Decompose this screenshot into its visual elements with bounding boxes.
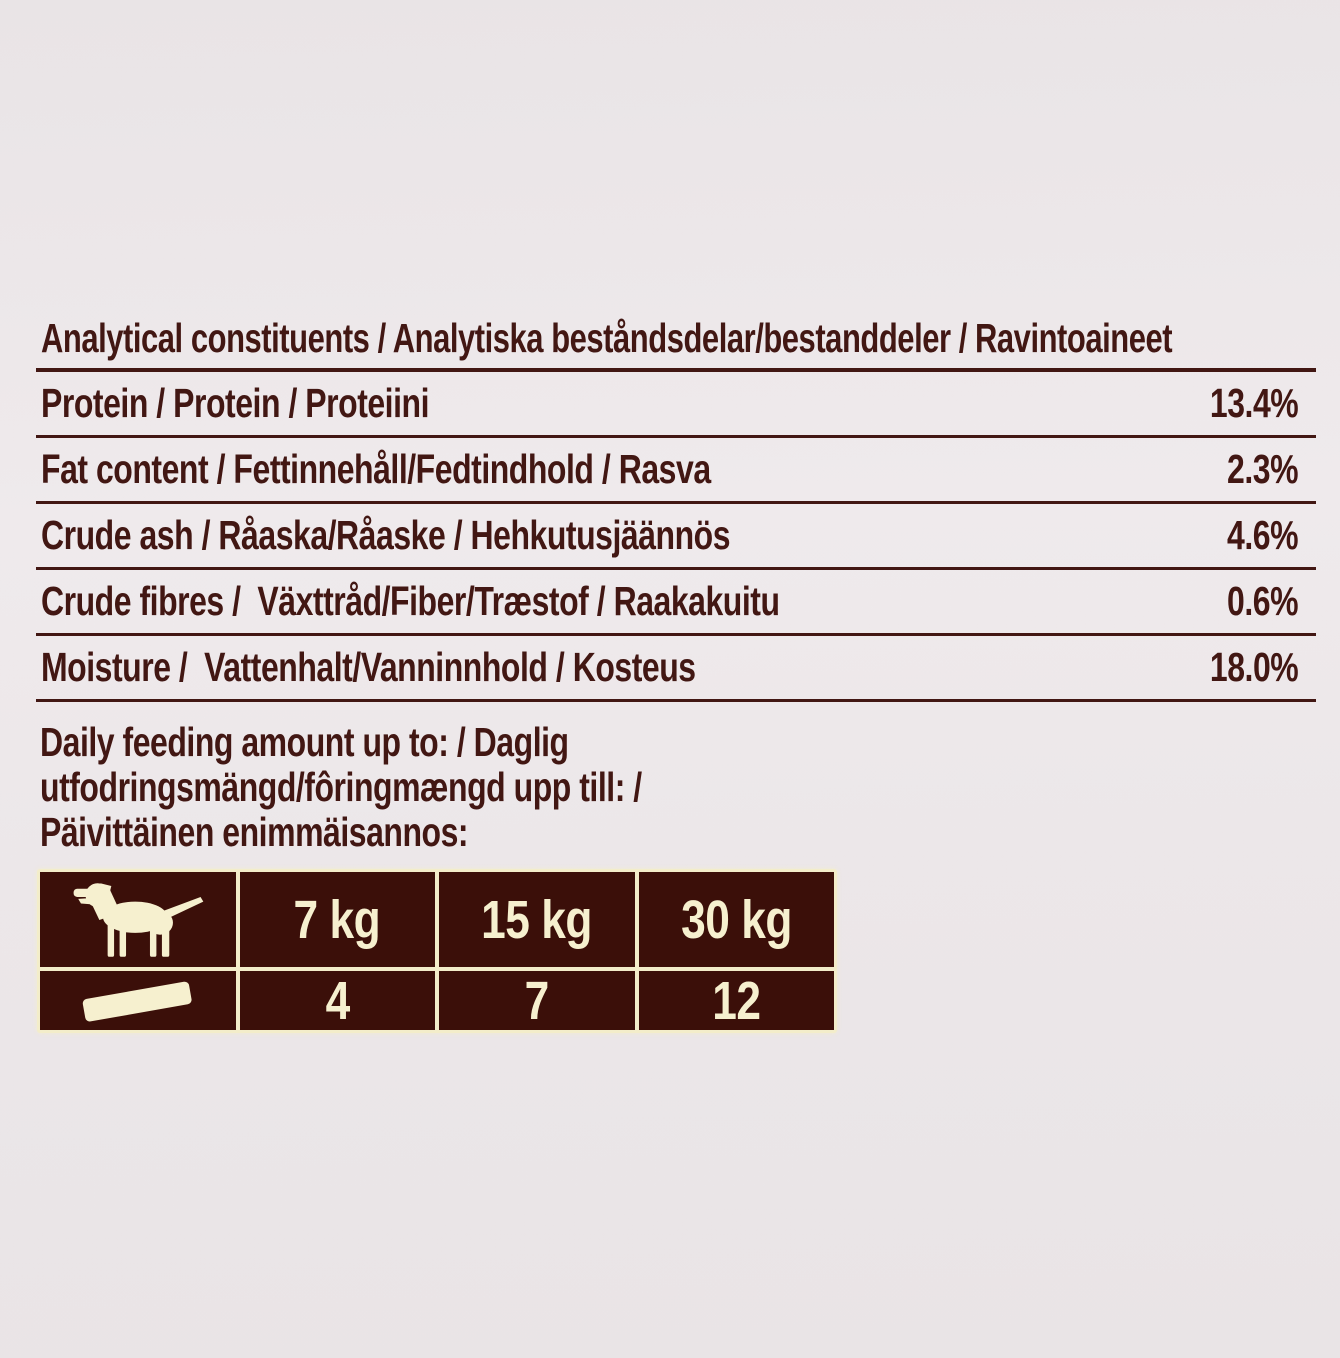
row-value: 13.4%	[1209, 380, 1299, 426]
row-label: Crude fibres / Växttråd/Fiber/Træstof / …	[41, 578, 780, 624]
weight-header: 30 kg	[680, 889, 792, 950]
analytical-constituents-section: Analytical constituents / Analytiska bes…	[36, 306, 1316, 702]
stick-count: 7	[524, 970, 550, 1031]
feeding-heading-line: Daily feeding amount up to: / Daglig	[40, 719, 569, 765]
analytical-header: Analytical constituents / Analytiska bes…	[36, 306, 1316, 372]
analytical-row-protein: Protein / Protein / Proteiini 13.4%	[36, 372, 1316, 438]
analytical-row-crude-ash: Crude ash / Råaska/Råaske / Hehkutusjään…	[36, 504, 1316, 570]
treat-stick-icon	[82, 981, 192, 1022]
weight-header-cell: 7 kg	[239, 872, 435, 967]
row-label: Protein / Protein / Proteiini	[41, 380, 430, 426]
weight-header-cell: 30 kg	[638, 872, 834, 967]
treat-stick-icon-cell	[40, 971, 236, 1030]
row-label: Fat content / Fettinnehåll/Fedtindhold /…	[41, 446, 711, 492]
stick-count-cell: 12	[638, 970, 834, 1031]
stick-count-cell: 7	[439, 970, 635, 1031]
daily-feeding-table: 7 kg 15 kg 30 kg 4 7 12	[37, 869, 837, 1033]
feeding-heading-line: Päivittäinen enimmäisannos:	[40, 809, 469, 855]
stick-count: 12	[712, 970, 761, 1031]
row-label: Crude ash / Råaska/Råaske / Hehkutusjään…	[41, 512, 731, 558]
dog-icon	[73, 882, 204, 957]
row-label: Moisture / Vattenhalt/Vanninnhold / Kost…	[41, 644, 696, 690]
dog-weight-icon-cell	[40, 872, 236, 967]
weight-header-cell: 15 kg	[439, 872, 635, 967]
stick-count: 4	[325, 970, 350, 1031]
analytical-row-fat: Fat content / Fettinnehåll/Fedtindhold /…	[36, 438, 1316, 504]
row-value: 4.6%	[1226, 512, 1298, 558]
daily-feeding-heading: Daily feeding amount up to: / Daglig utf…	[40, 720, 811, 855]
row-value: 0.6%	[1226, 578, 1298, 624]
analytical-row-crude-fibres: Crude fibres / Växttråd/Fiber/Træstof / …	[36, 570, 1316, 636]
weight-header: 7 kg	[293, 889, 381, 950]
analytical-header-text: Analytical constituents / Analytiska bes…	[41, 315, 1173, 361]
row-value: 2.3%	[1226, 446, 1298, 492]
analytical-row-moisture: Moisture / Vattenhalt/Vanninnhold / Kost…	[36, 636, 1316, 702]
feeding-heading-line: utfodringsmängd/fôringmængd upp till: /	[40, 764, 642, 810]
row-value: 18.0%	[1209, 644, 1299, 690]
weight-header: 15 kg	[481, 889, 593, 950]
stick-count-cell: 4	[239, 970, 435, 1031]
